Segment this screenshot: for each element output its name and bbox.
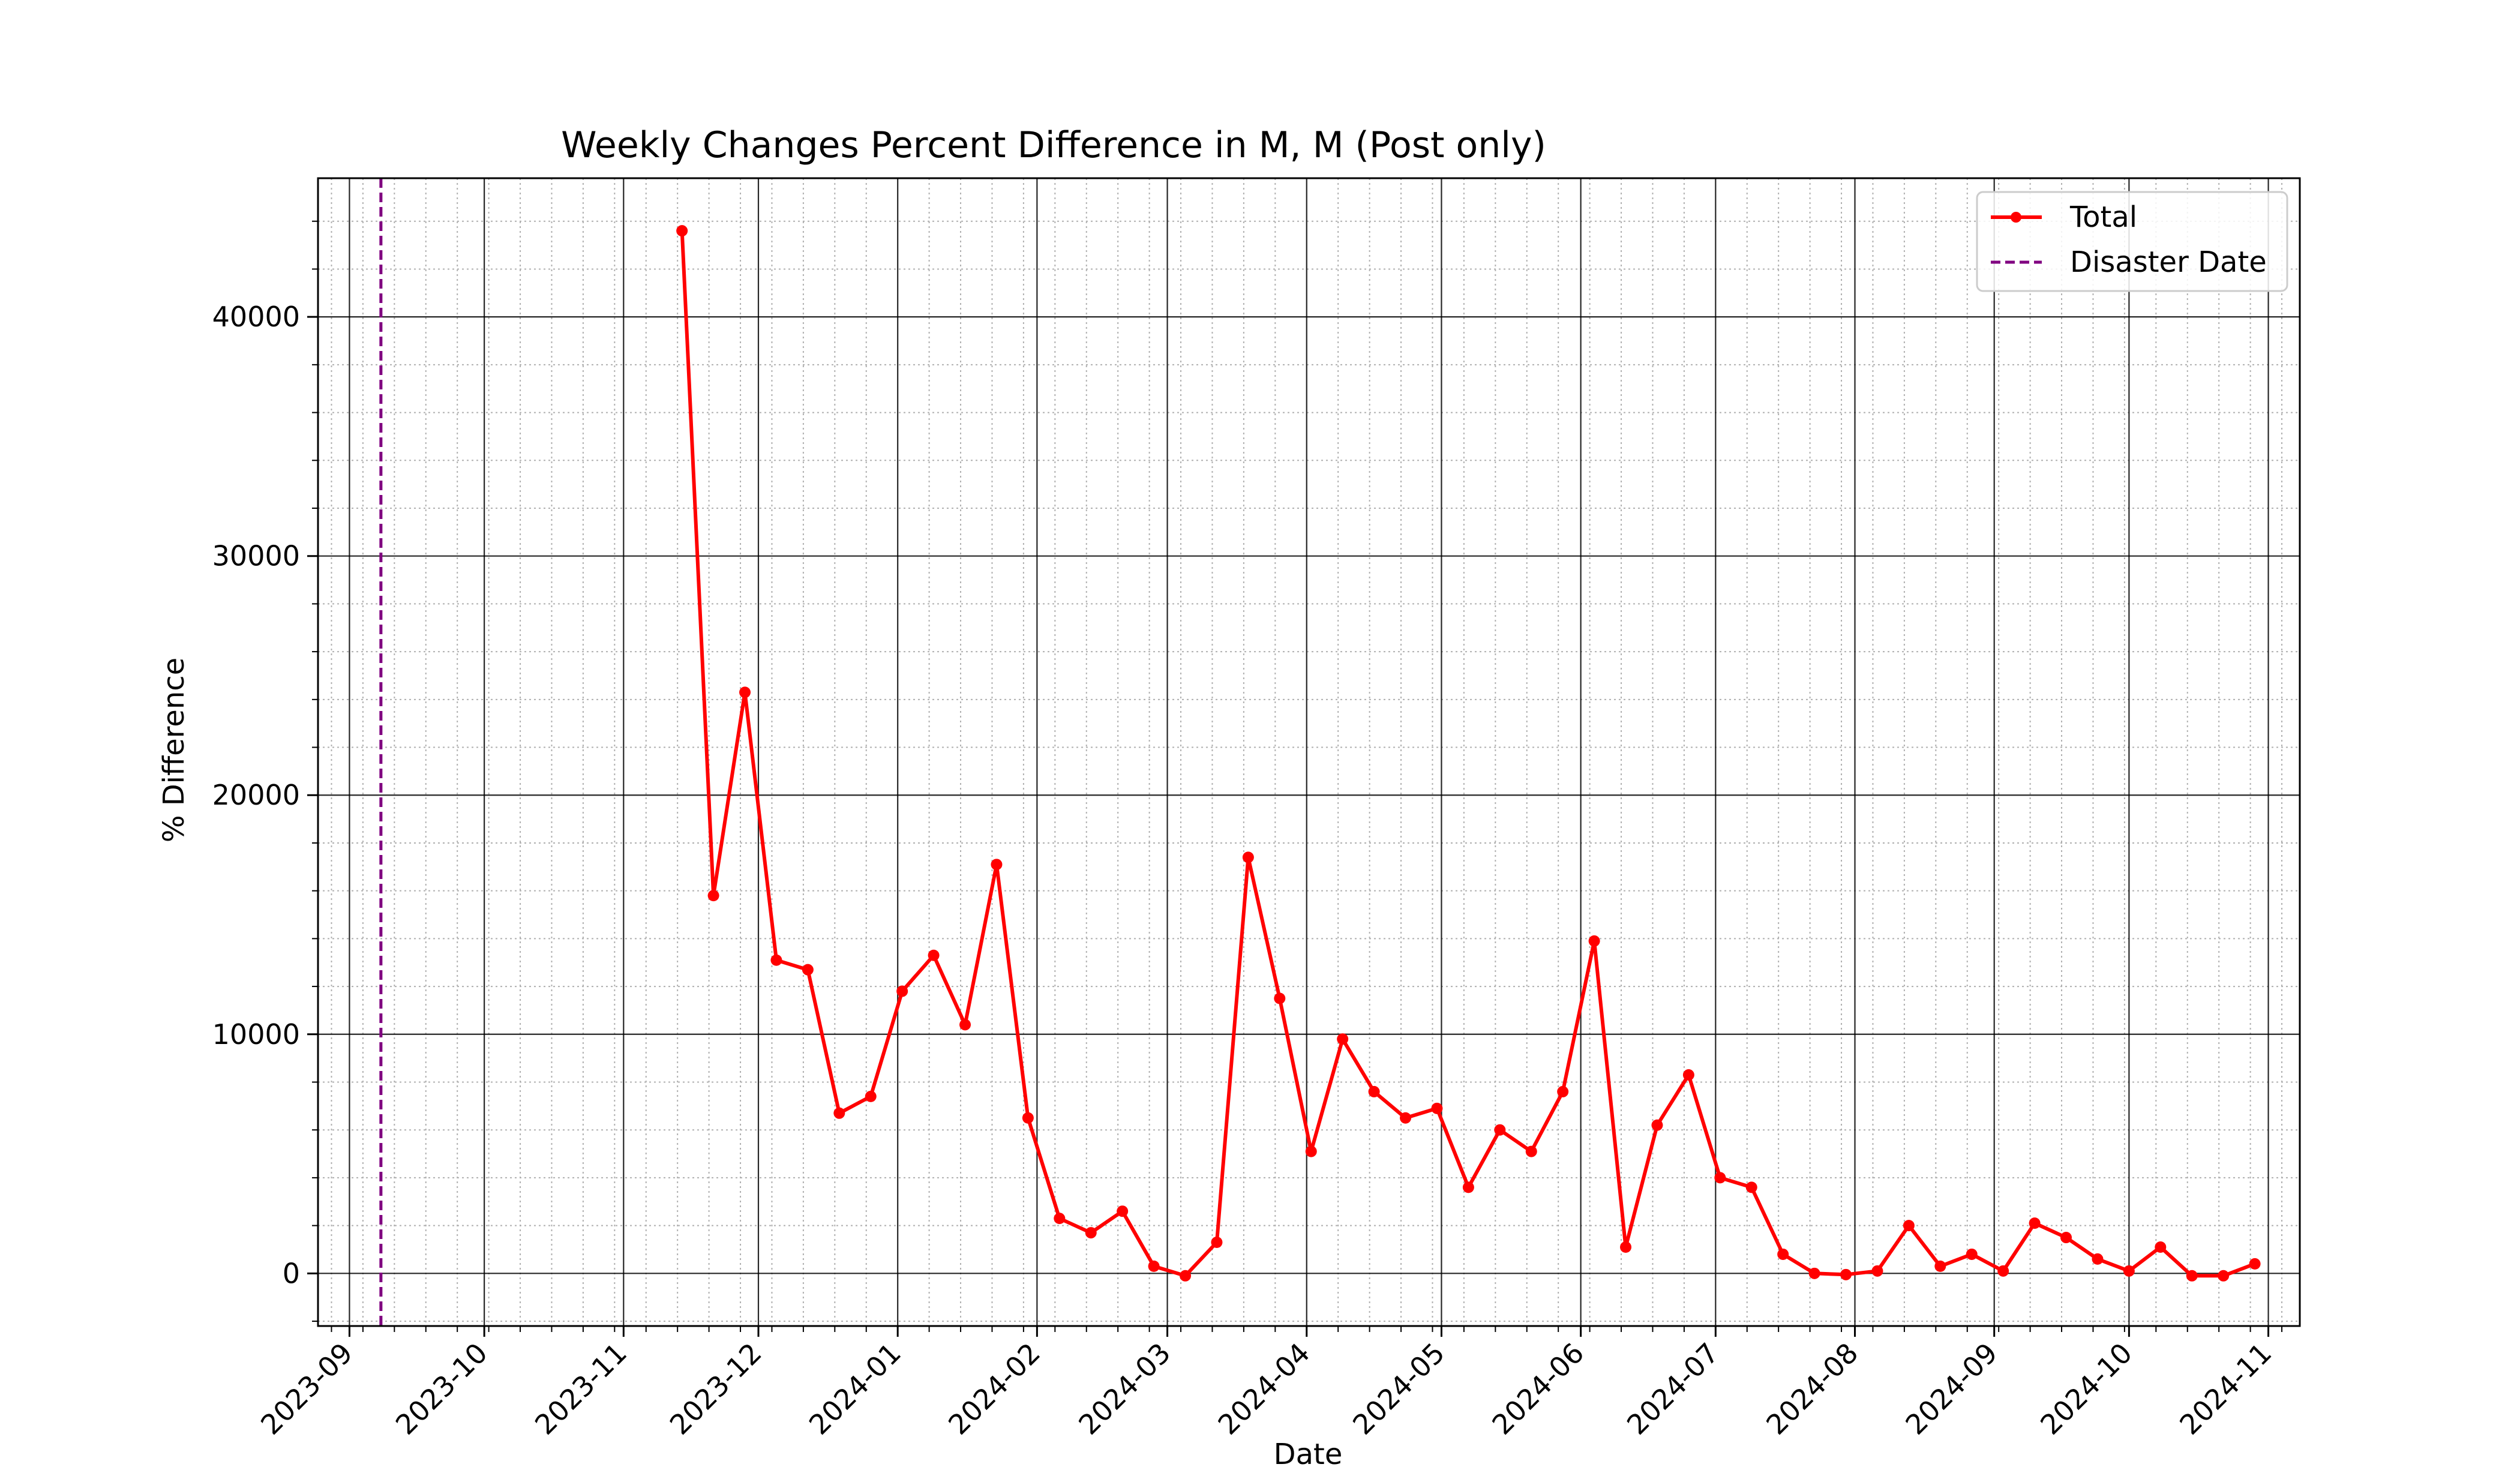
data-point (1180, 1270, 1192, 1282)
data-point (1651, 1119, 1663, 1131)
data-point (991, 859, 1003, 871)
data-point (1525, 1145, 1537, 1157)
data-point (1462, 1181, 1474, 1193)
data-point (1871, 1265, 1883, 1277)
data-point (1777, 1248, 1789, 1260)
x-tick-label: 2023-10 (389, 1337, 494, 1441)
data-point (1305, 1145, 1317, 1157)
data-point (1211, 1237, 1223, 1249)
legend-total-label: Total (2069, 200, 2137, 234)
data-point (2029, 1217, 2041, 1229)
x-tick-label: 2023-11 (529, 1337, 633, 1441)
y-tick-labels: 0 10000 20000 30000 40000 (212, 301, 300, 1289)
data-point (770, 954, 782, 966)
data-point (1337, 1033, 1349, 1045)
data-point (1840, 1268, 1852, 1280)
x-tick-label: 2023-12 (664, 1337, 768, 1441)
x-tick-label: 2024-07 (1621, 1337, 1725, 1441)
data-point (959, 1019, 971, 1031)
x-tick-label: 2024-09 (1899, 1337, 2003, 1441)
data-point (865, 1090, 877, 1102)
data-point (1368, 1085, 1380, 1097)
legend-box (1976, 191, 2288, 292)
data-point (1148, 1260, 1160, 1272)
y-tick-label: 30000 (212, 540, 300, 572)
data-point (1620, 1241, 1632, 1253)
data-point (1494, 1124, 1506, 1136)
data-point (2186, 1270, 2198, 1282)
x-tick-label: 2024-02 (942, 1337, 1046, 1441)
data-point (896, 985, 908, 997)
x-tick-label: 2024-04 (1211, 1337, 1316, 1441)
legend: Total Disaster Date (1976, 191, 2288, 292)
x-tick-label: 2024-10 (2034, 1337, 2138, 1441)
data-point (2155, 1241, 2167, 1253)
data-point (1557, 1085, 1569, 1097)
chart-title: Weekly Changes Percent Difference in M, … (561, 124, 1546, 166)
data-point (739, 686, 751, 698)
plot-frame (317, 177, 2301, 1327)
data-point (1745, 1181, 1757, 1193)
ticks-layer (307, 220, 2283, 1337)
data-point (2123, 1265, 2135, 1277)
data-point (833, 1107, 845, 1119)
y-tick-label: 0 (283, 1257, 300, 1289)
data-point (1022, 1112, 1034, 1124)
data-point (1431, 1102, 1443, 1114)
data-point (1242, 851, 1254, 863)
data-point (1714, 1172, 1726, 1184)
data-point (928, 949, 940, 961)
x-tick-label: 2024-08 (1760, 1337, 1864, 1441)
data-point (1682, 1069, 1694, 1081)
data-point (1588, 935, 1600, 947)
data-point (1054, 1213, 1066, 1225)
minor-grid (318, 178, 2300, 1326)
data-point (1934, 1260, 1946, 1272)
x-tick-labels: 2023-09 2023-10 2023-11 2023-12 2024-01 2024-… (254, 1337, 2278, 1441)
data-point (1085, 1227, 1097, 1239)
legend-total-marker (2011, 212, 2021, 223)
x-tick-label: 2023-09 (254, 1337, 359, 1441)
series-layer (676, 225, 2261, 1282)
data-point (1274, 992, 1286, 1004)
data-point (2249, 1258, 2261, 1270)
data-point (676, 225, 688, 237)
y-axis-label: % Difference (157, 658, 191, 842)
data-point (1400, 1112, 1412, 1124)
y-tick-label: 40000 (212, 301, 300, 333)
data-point (1117, 1205, 1129, 1217)
legend-disaster-label: Disaster Date (2070, 245, 2267, 279)
data-point (1903, 1220, 1915, 1232)
data-point (2218, 1270, 2230, 1282)
x-axis-label: Date (1274, 1438, 1343, 1470)
x-tick-label: 2024-11 (2173, 1337, 2278, 1441)
data-point (1997, 1265, 2009, 1277)
data-point (2060, 1232, 2072, 1244)
data-point (2092, 1253, 2104, 1265)
data-point (707, 890, 719, 902)
y-tick-label: 10000 (212, 1018, 300, 1051)
data-point (1966, 1248, 1978, 1260)
x-tick-label: 2024-05 (1346, 1337, 1451, 1441)
x-tick-label: 2024-06 (1486, 1337, 1590, 1441)
data-point (802, 964, 814, 976)
y-tick-label: 20000 (212, 779, 300, 811)
major-grid (318, 178, 2300, 1326)
series-line-total (680, 230, 2256, 1278)
data-point (1808, 1267, 1820, 1279)
x-tick-label: 2024-03 (1072, 1337, 1177, 1441)
x-tick-label: 2024-01 (803, 1337, 907, 1441)
